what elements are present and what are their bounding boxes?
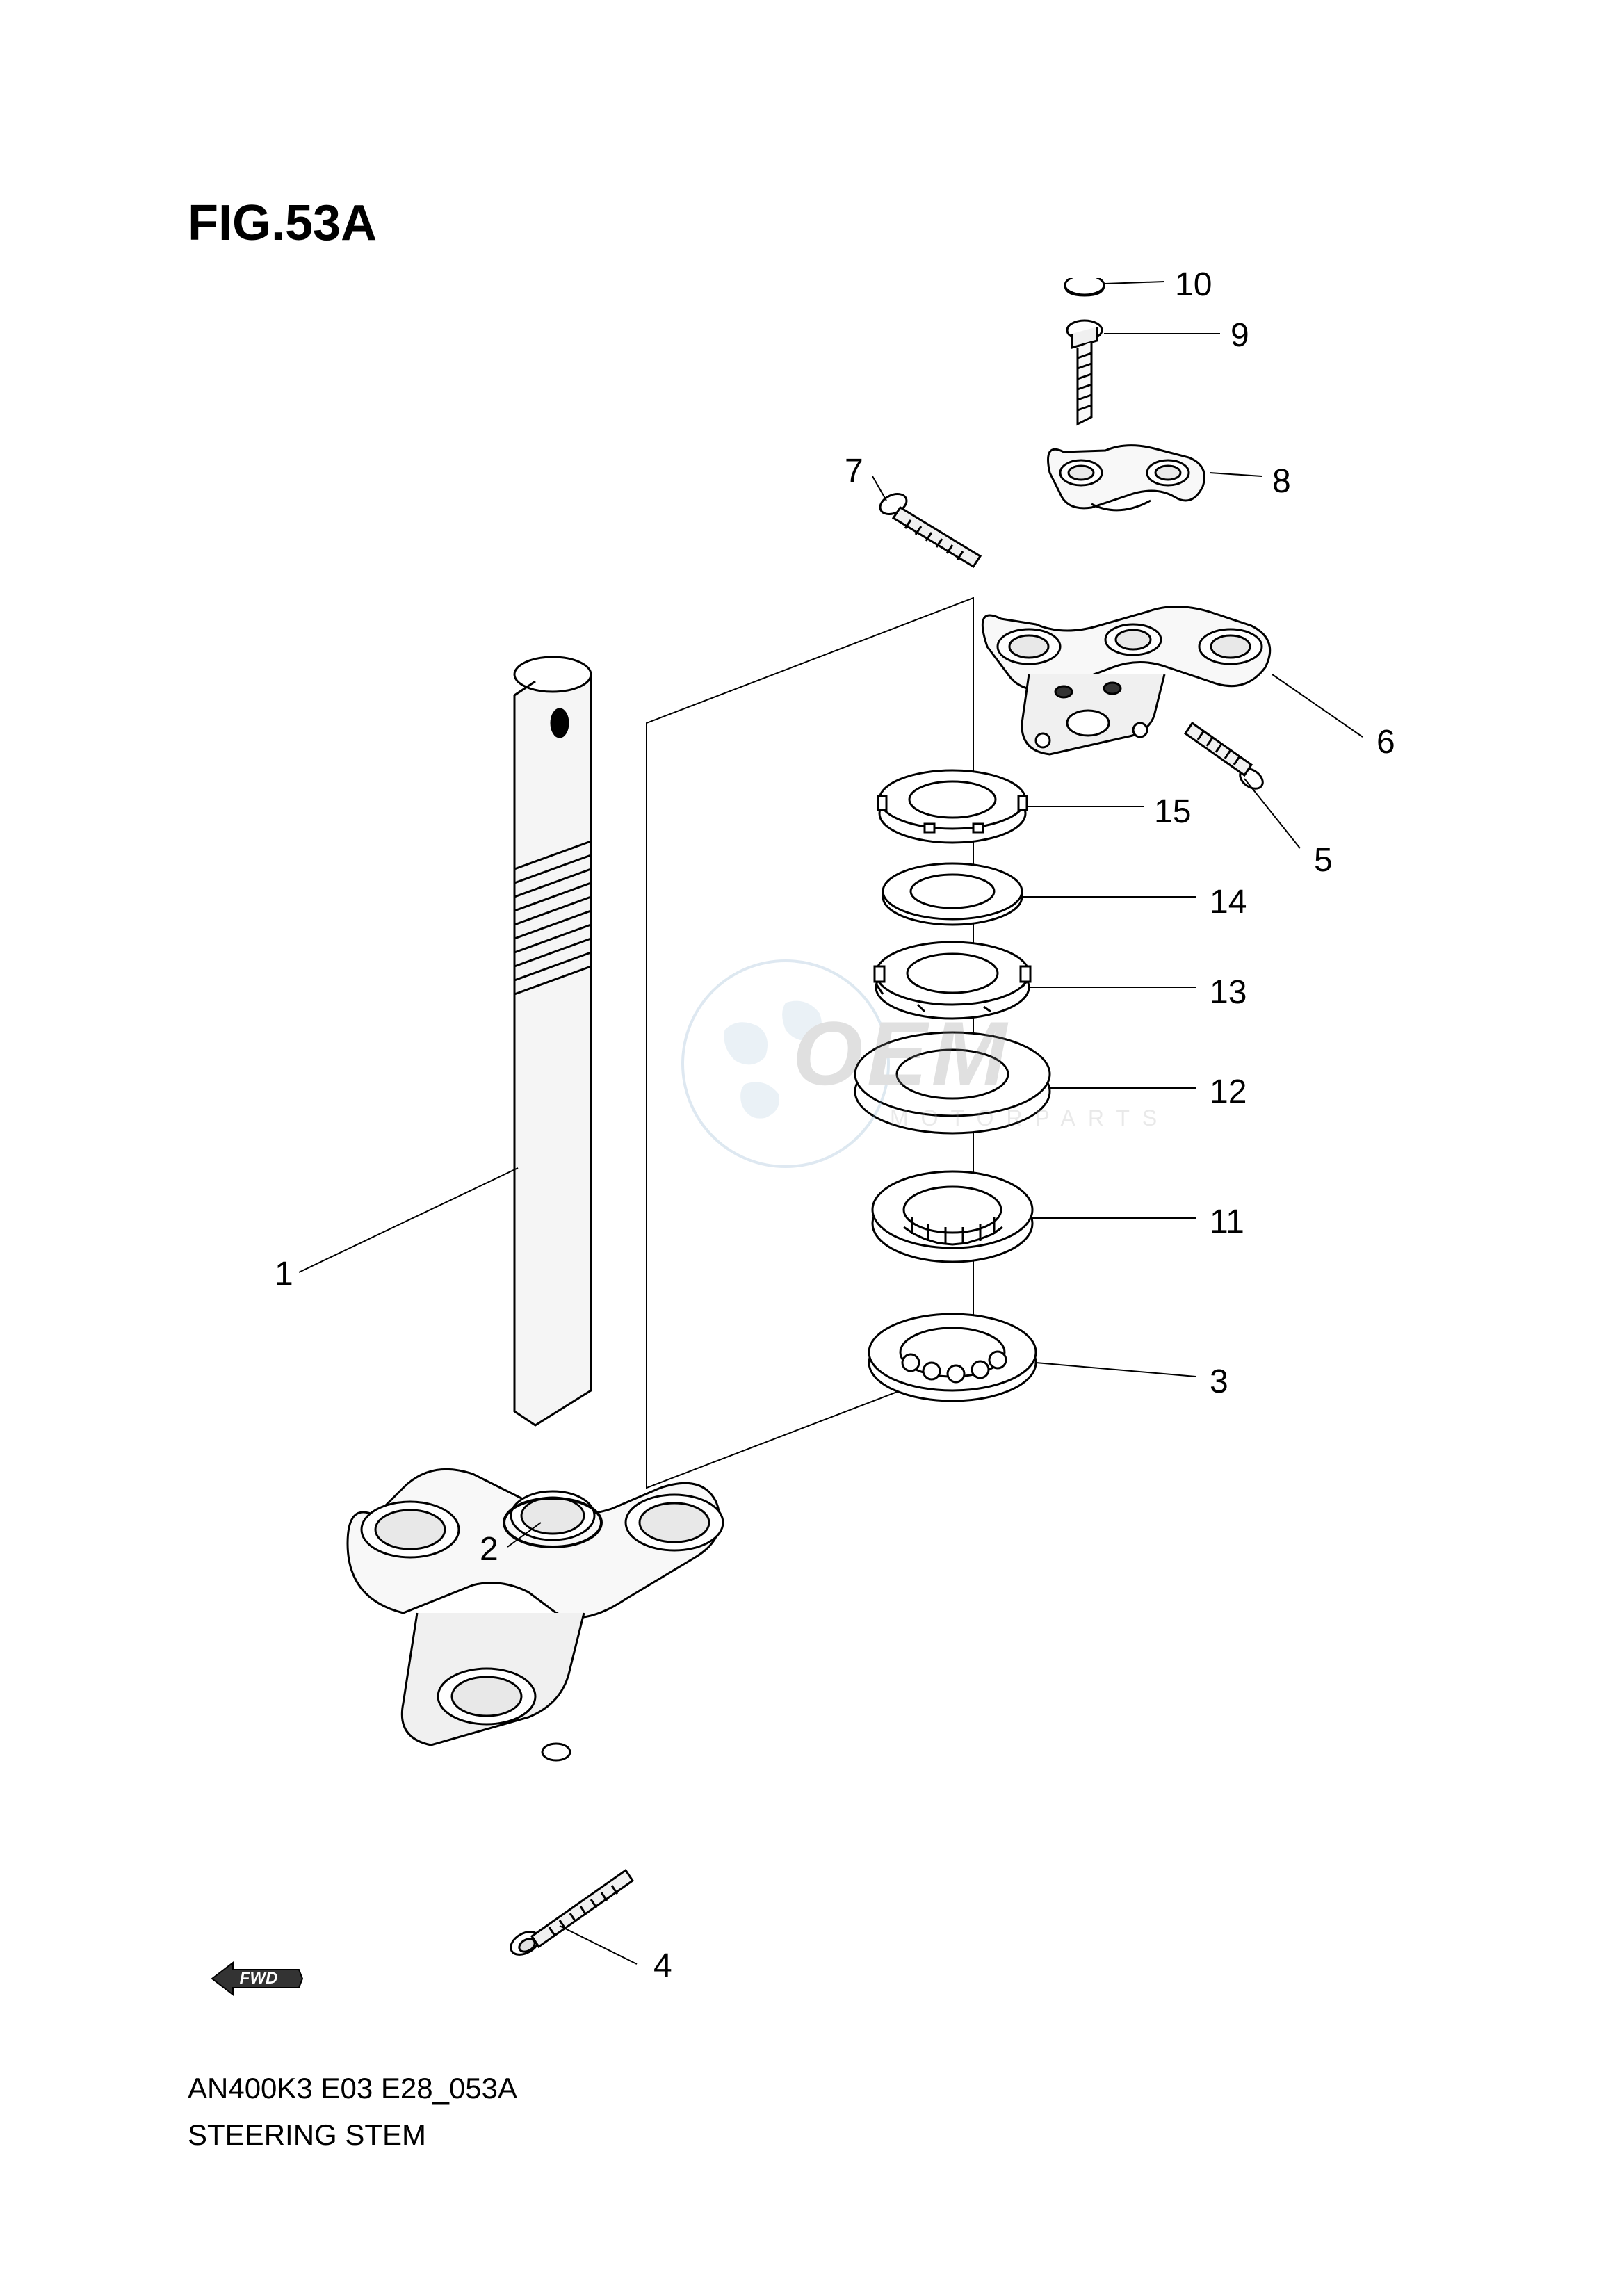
callout-6: 6 bbox=[1377, 723, 1395, 761]
callout-8: 8 bbox=[1272, 462, 1291, 501]
callout-1: 1 bbox=[275, 1255, 293, 1293]
callout-4: 4 bbox=[653, 1947, 672, 1985]
callout-9: 9 bbox=[1231, 316, 1249, 355]
callout-13: 13 bbox=[1210, 973, 1247, 1012]
part-1-stem bbox=[514, 657, 591, 1425]
part-lower-tree bbox=[348, 1469, 723, 1760]
diagram-area: 1 2 3 4 5 6 7 8 9 10 11 12 13 14 15 bbox=[139, 278, 1425, 2016]
part-9 bbox=[1067, 321, 1102, 424]
callout-10: 10 bbox=[1175, 266, 1212, 304]
steering-stem-drawing bbox=[139, 278, 1425, 2016]
callout-15: 15 bbox=[1154, 793, 1191, 831]
part-4 bbox=[507, 1870, 633, 1959]
part-14 bbox=[883, 863, 1022, 925]
part-11 bbox=[872, 1171, 1032, 1262]
callout-14: 14 bbox=[1210, 883, 1247, 921]
callout-12: 12 bbox=[1210, 1073, 1247, 1111]
callout-7: 7 bbox=[845, 452, 863, 490]
footer-info: AN400K3 E03 E28_053A STEERING STEM bbox=[188, 2068, 517, 2156]
fwd-indicator-icon: FWD bbox=[209, 1954, 306, 2003]
footer-part-title: STEERING STEM bbox=[188, 2115, 517, 2156]
part-15 bbox=[878, 770, 1027, 843]
part-12 bbox=[855, 1032, 1050, 1133]
callout-3: 3 bbox=[1210, 1363, 1228, 1401]
part-3 bbox=[869, 1314, 1036, 1401]
part-6 bbox=[982, 607, 1269, 755]
callout-2: 2 bbox=[480, 1530, 498, 1568]
figure-title: FIG.53A bbox=[188, 195, 377, 252]
svg-text:FWD: FWD bbox=[240, 1969, 278, 1988]
part-10 bbox=[1065, 278, 1104, 295]
callout-11: 11 bbox=[1210, 1203, 1244, 1241]
callout-5: 5 bbox=[1314, 841, 1333, 879]
part-5 bbox=[1185, 723, 1267, 793]
footer-model: AN400K3 E03 E28_053A bbox=[188, 2068, 517, 2109]
page-container: FIG.53A bbox=[0, 0, 1624, 2295]
part-13 bbox=[875, 942, 1030, 1019]
part-7 bbox=[877, 490, 980, 567]
part-8 bbox=[1048, 446, 1205, 510]
